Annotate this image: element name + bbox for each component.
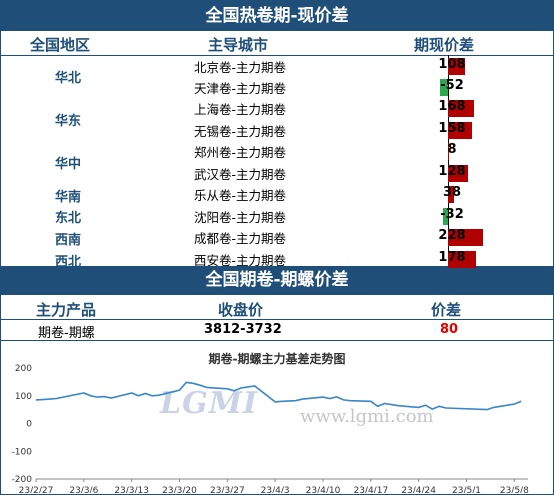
url-watermark: www.lgmi.com [300, 406, 434, 427]
region-south: 华南 [54, 190, 81, 205]
spread-value-label: -32 [440, 207, 464, 222]
spread-bar [448, 58, 465, 75]
y-tick-label: -100 [12, 447, 33, 457]
city-label: 成都卷-主力期卷 [193, 231, 286, 246]
spread-bar [448, 186, 454, 203]
header-spread: 期现价差 [414, 36, 475, 54]
region-northeast: 东北 [54, 211, 81, 226]
y-tick-label: 100 [15, 392, 32, 402]
city-label: 上海卷-主力期卷 [193, 102, 286, 117]
city-label: 郑州卷-主力期卷 [193, 145, 286, 160]
region-central: 华中 [54, 157, 81, 172]
spread-value-label: 128 [438, 164, 466, 179]
region-east: 华东 [54, 114, 81, 129]
spread-value-label: 38 [442, 185, 462, 200]
spread-bar [448, 165, 468, 182]
city-label: 沈阳卷-主力期卷 [193, 210, 286, 225]
spread-bar [448, 143, 450, 160]
basis-series-line [35, 381, 522, 411]
spread-bar [448, 122, 473, 139]
spread-value-label: 168 [438, 99, 466, 114]
x-tick-label: 23/4/24 [401, 486, 436, 493]
spread-value-label: 178 [438, 250, 466, 265]
region-north: 华北 [54, 71, 81, 86]
header-divider [0, 55, 554, 56]
header-product: 主力产品 [36, 301, 97, 319]
y-tick-label: 200 [15, 364, 32, 374]
city-label: 武汉卷-主力期卷 [193, 167, 286, 182]
region-southwest: 西南 [54, 233, 81, 248]
y-tick-label: 0 [26, 420, 32, 430]
product-value: 期卷-期螺 [38, 326, 95, 341]
x-tick-label: 23/3/20 [162, 486, 197, 493]
close-price-value: 3812-3732 [204, 322, 282, 337]
chart-divider [0, 340, 554, 341]
city-label: 乐从卷-主力期卷 [193, 188, 286, 203]
table1-title: 全国热卷期-现价差 [1, 1, 553, 31]
spread-value: 80 [440, 322, 459, 337]
city-label: 无锡卷-主力期卷 [193, 124, 286, 139]
zero-axis [448, 55, 449, 269]
city-label: 北京卷-主力期卷 [193, 60, 286, 75]
city-label: 天津卷-主力期卷 [193, 81, 286, 96]
x-tick-label: 23/3/6 [69, 486, 98, 493]
spread-bar [448, 100, 475, 117]
city-label: 西安卷-主力期卷 [193, 253, 286, 268]
header-city: 主导城市 [208, 36, 269, 54]
spread-bar [439, 79, 448, 96]
x-tick-label: 23/2/27 [19, 486, 54, 493]
spread-value-label: 228 [438, 228, 466, 243]
x-tick-label: 23/3/13 [114, 486, 149, 493]
table2-divider [0, 319, 554, 320]
x-tick-label: 23/5/8 [500, 486, 529, 493]
spread-value-label: 8 [447, 142, 457, 157]
header-region: 全国地区 [30, 36, 91, 54]
spread-bar [448, 229, 484, 246]
header-close-price: 收盘价 [218, 301, 264, 319]
header-spread2: 价差 [431, 301, 462, 319]
spread-value-label: 158 [438, 121, 466, 136]
y-tick-label: -200 [12, 475, 33, 485]
x-tick-label: 23/4/10 [306, 486, 341, 493]
spread-value-label: -52 [440, 78, 464, 93]
spread-value-label: 108 [438, 57, 466, 72]
x-tick-label: 23/4/3 [261, 486, 290, 493]
table2-title: 全国期卷-期螺价差 [1, 266, 553, 295]
spread-bar [448, 251, 476, 268]
x-tick-label: 23/3/27 [210, 486, 245, 493]
x-tick-label: 23/5/1 [452, 486, 481, 493]
spread-bar [443, 208, 448, 225]
x-tick-label: 23/4/17 [353, 486, 388, 493]
chart-title: 期卷-期螺主力基差走势图 [208, 352, 346, 366]
